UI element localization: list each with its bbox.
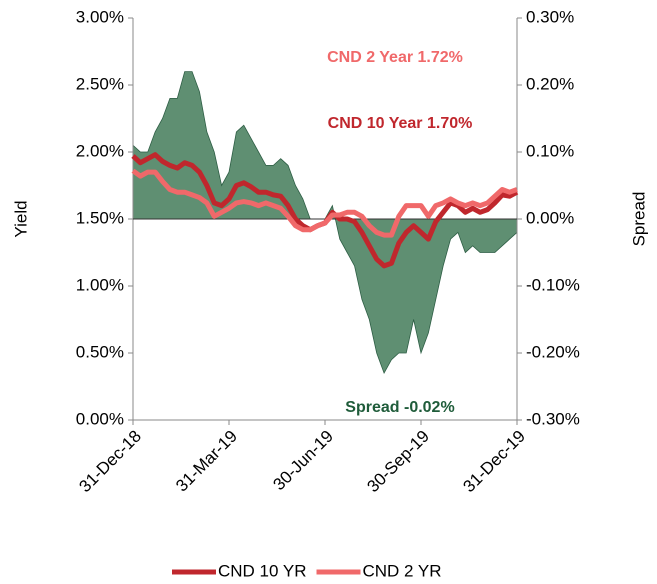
- y-tick-label: 1.00%: [76, 275, 124, 294]
- y-tick-label: 3.00%: [76, 7, 124, 26]
- y2-tick-label: 0.10%: [526, 141, 574, 160]
- y-tick-label: 2.50%: [76, 74, 124, 93]
- y-tick-label: 1.50%: [76, 208, 124, 227]
- annotation: Spread -0.02%: [345, 399, 454, 416]
- y2-tick-label: 0.30%: [526, 7, 574, 26]
- x-tick-label: 30-Jun-19: [269, 427, 337, 495]
- y-tick-label: 0.50%: [76, 342, 124, 361]
- y2-tick-label: -0.20%: [526, 342, 580, 361]
- x-tick-label: 30-Sep-19: [363, 427, 433, 497]
- x-tick-label: 31-Mar-19: [172, 427, 241, 496]
- legend-label: CND 10 YR: [218, 561, 307, 580]
- y-tick-label: 2.00%: [76, 141, 124, 160]
- y2-tick-label: -0.10%: [526, 275, 580, 294]
- annotation: CND 2 Year 1.72%: [327, 49, 463, 66]
- annotation: CND 10 Year 1.70%: [328, 115, 473, 132]
- y2-tick-label: -0.30%: [526, 409, 580, 428]
- spread-area: [132, 71, 518, 375]
- series-line: [131, 168, 518, 238]
- y2-axis-label: Spread: [629, 192, 648, 247]
- y-tick-label: 0.00%: [76, 409, 124, 428]
- legend-label: CND 2 YR: [363, 561, 442, 580]
- x-tick-label: 31-Dec-19: [459, 427, 529, 497]
- y2-tick-label: 0.00%: [526, 208, 574, 227]
- x-tick-label: 31-Dec-18: [75, 427, 145, 497]
- y-axis-label: Yield: [11, 200, 30, 237]
- y2-tick-label: 0.20%: [526, 74, 574, 93]
